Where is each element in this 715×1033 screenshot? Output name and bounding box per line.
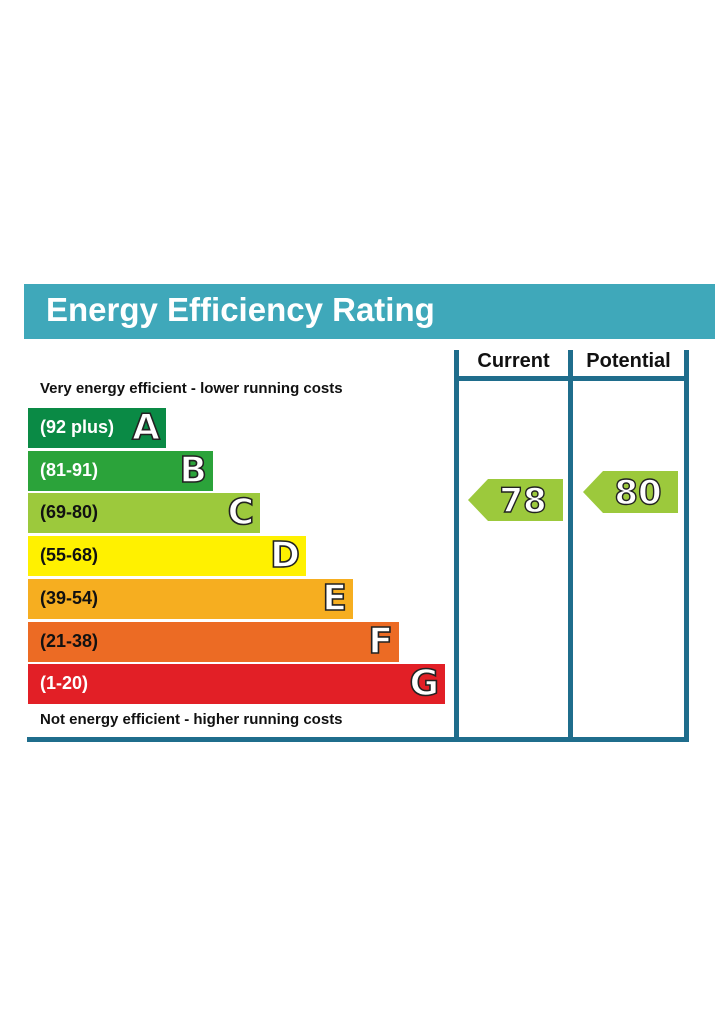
rating-arrow-shape [468,479,563,522]
band-letter-label: C [227,492,255,534]
chart-title: Energy Efficiency Rating [46,291,435,328]
band-range-label: (81-91) [40,459,99,480]
rating-value-label: 80 [614,473,661,513]
bottom-border [27,737,689,742]
current-column-header: Current [477,350,550,372]
potential-column-header: Potential [586,350,671,372]
rating-arrow-shape [583,471,678,514]
title-banner: Energy Efficiency Rating [24,284,715,339]
band-range-label: (1-20) [40,673,89,694]
band-range-label: (55-68) [40,545,99,566]
band-g: (1-20) G [28,663,445,705]
band-letter-label: E [322,577,348,619]
band-letter-label: D [269,535,300,577]
column-divider [568,350,573,740]
band-d: (55-68) D [28,535,306,577]
current-column-left-border [454,350,459,740]
band-f: (21-38) F [28,620,399,662]
band-letter-label: B [179,449,208,491]
band-letter-label: G [409,663,440,705]
band-c: (69-80) C [28,492,260,534]
rating-value-label: 78 [499,481,546,521]
band-range-label: (69-80) [40,502,99,523]
band-letter-label: F [368,620,394,662]
band-letter-label: A [131,407,160,449]
bottom-caption: Not energy efficient - higher running co… [40,711,343,728]
band-range-label: (92 plus) [40,417,115,437]
current-rating-arrow: 78 [468,479,563,522]
band-range-label: (39-54) [40,587,99,608]
band-a: (92 plus) A [28,407,166,449]
band-range-label: (21-38) [40,630,99,651]
header-underline [454,376,689,381]
band-b: (81-91) B [28,449,213,491]
band-e: (39-54) E [28,577,353,619]
potential-rating-arrow: 80 [583,471,678,514]
top-caption: Very energy efficient - lower running co… [40,380,343,397]
potential-column-right-border [684,350,689,740]
